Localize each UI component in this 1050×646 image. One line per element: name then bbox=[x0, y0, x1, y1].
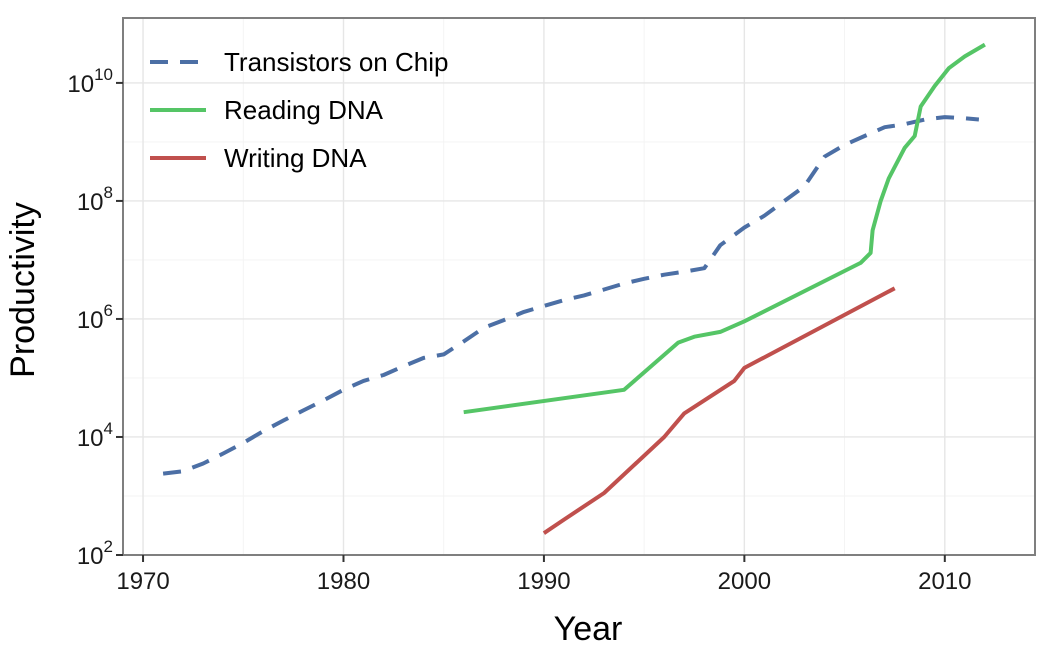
plot-background bbox=[123, 18, 1035, 555]
x-axis-title: Year bbox=[554, 610, 623, 646]
y-tick-label: 102 bbox=[77, 537, 113, 570]
y-tick-label: 1010 bbox=[67, 65, 113, 98]
series-line-transistors-on-chip bbox=[162, 115, 980, 476]
y-axis-title: Productivity bbox=[4, 202, 42, 378]
y-tick-label: 108 bbox=[77, 183, 113, 216]
legend-label: Writing DNA bbox=[224, 143, 367, 173]
minor-gridlines bbox=[123, 18, 1035, 555]
plot-border bbox=[122, 17, 1036, 556]
series-line-writing-dna bbox=[542, 286, 896, 535]
series-layer bbox=[162, 42, 986, 535]
legend: Transistors on Chip Reading DNA Writing DN… bbox=[150, 47, 448, 173]
y-tick-label: 106 bbox=[77, 301, 113, 334]
x-axis: 1970 1980 1990 2000 2010 bbox=[116, 555, 971, 595]
x-tick-label: 1990 bbox=[517, 568, 570, 595]
legend-label: Reading DNA bbox=[224, 95, 384, 125]
x-tick-label: 1970 bbox=[116, 568, 169, 595]
x-tick-label: 1980 bbox=[317, 568, 370, 595]
x-tick-label: 2010 bbox=[918, 568, 971, 595]
series-line-reading-dna bbox=[463, 42, 986, 415]
legend-label: Transistors on Chip bbox=[224, 47, 448, 77]
y-tick-label: 104 bbox=[77, 419, 113, 452]
y-axis: 102 104 106 108 1010 bbox=[67, 65, 123, 570]
x-tick-label: 2000 bbox=[718, 568, 771, 595]
